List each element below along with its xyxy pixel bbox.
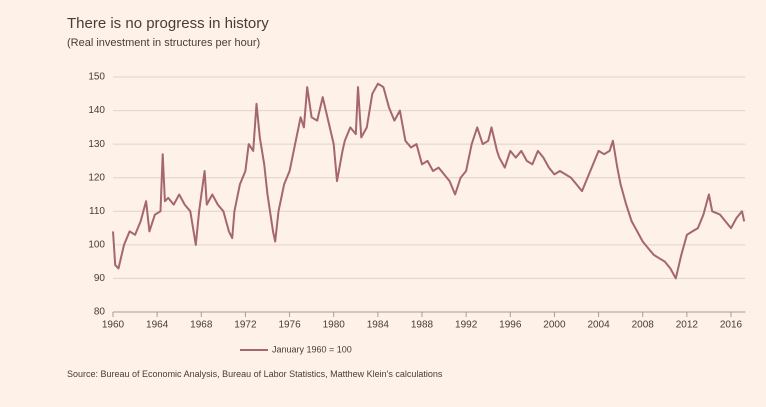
chart-subtitle: (Real investment in structures per hour) (67, 37, 260, 49)
x-tick-label: 1964 (146, 320, 169, 331)
y-tick-label: 120 (88, 172, 105, 183)
x-tick-label: 1984 (367, 320, 390, 331)
x-tick-label: 2004 (587, 320, 610, 331)
x-tick-label: 1960 (102, 320, 125, 331)
y-tick-label: 150 (88, 72, 105, 83)
x-tick-label: 2012 (676, 320, 699, 331)
legend-label: January 1960 = 100 (272, 344, 352, 354)
y-tick-label: 100 (88, 239, 105, 250)
x-tick-label: 1996 (499, 320, 522, 331)
x-tick-label: 1980 (323, 320, 346, 331)
x-tick-label: 1988 (411, 320, 434, 331)
x-tick-label: 2016 (720, 320, 743, 331)
y-tick-label: 110 (89, 206, 105, 217)
y-tick-label: 140 (88, 105, 105, 116)
y-tick-label: 80 (94, 307, 106, 318)
x-tick-label: 2000 (543, 320, 566, 331)
series-line (112, 82, 746, 280)
y-tick-label: 130 (88, 139, 105, 150)
y-tick-label: 90 (94, 273, 106, 284)
x-tick-label: 1992 (455, 320, 478, 331)
x-tick-label: 1976 (278, 320, 301, 331)
x-tick-label: 1968 (190, 320, 213, 331)
chart-title: There is no progress in history (67, 15, 269, 32)
x-tick-label: 1972 (234, 320, 257, 331)
source: Source: Bureau of Economic Analysis, Bur… (67, 369, 443, 379)
x-tick-label: 2008 (632, 320, 655, 331)
